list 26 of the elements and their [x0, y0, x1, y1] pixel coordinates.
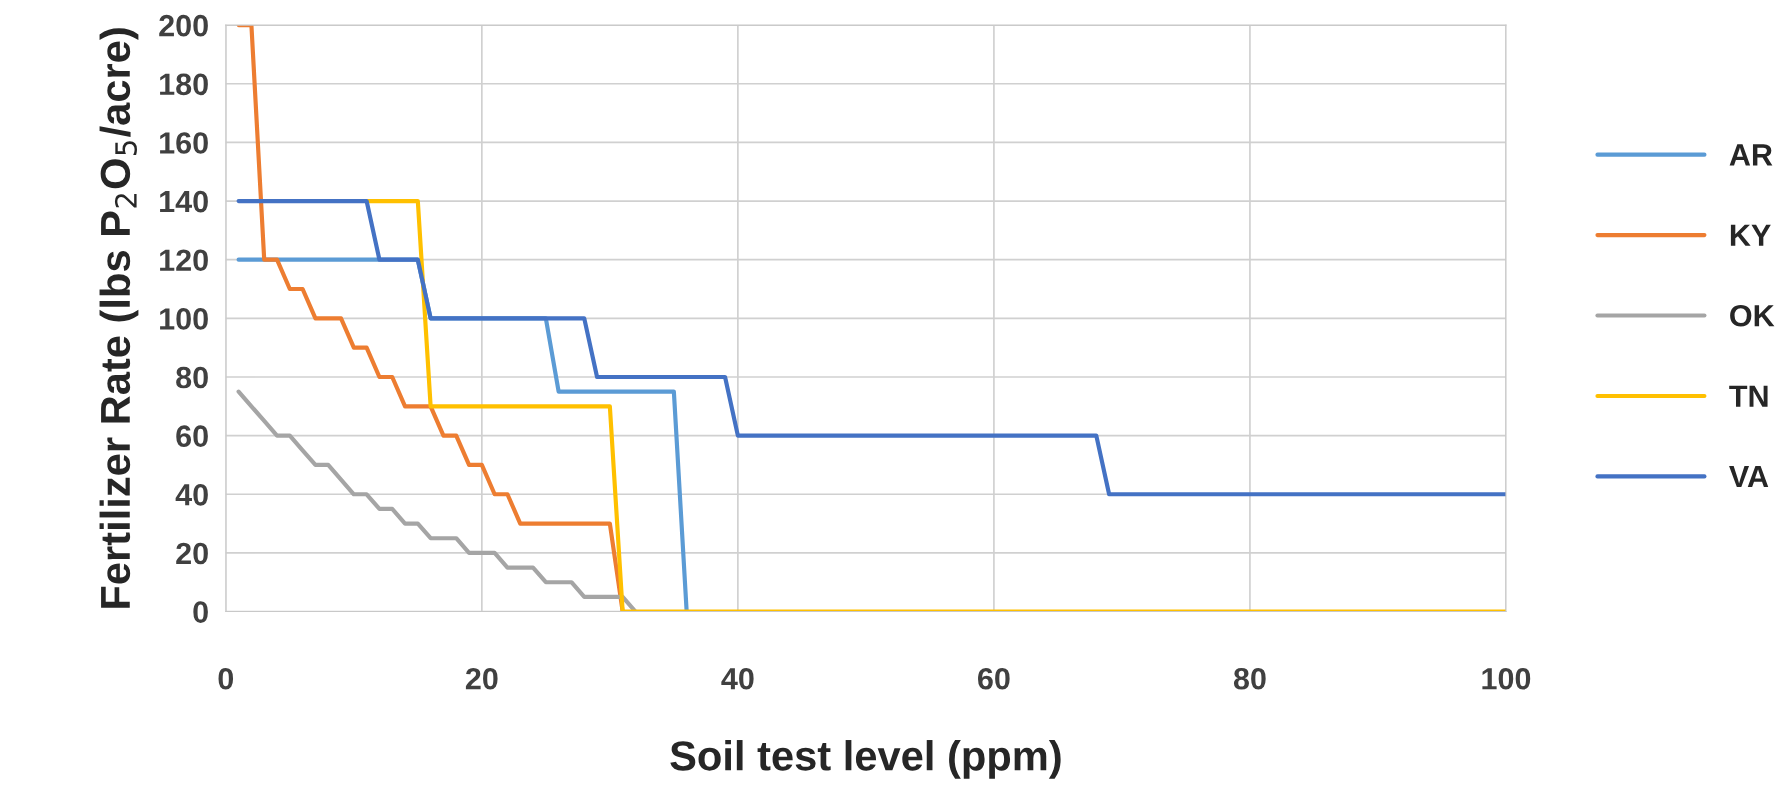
y-tick-label: 60 — [176, 425, 208, 447]
y-tick-label: 140 — [160, 190, 208, 213]
legend-label: VA — [1729, 466, 1769, 488]
y-tick-label: 100 — [160, 308, 208, 330]
legend-label: AR — [1729, 144, 1773, 166]
line-series — [236, 389, 638, 612]
x-tick-label: 60 — [978, 667, 1010, 690]
y-tick-label: 20 — [176, 542, 208, 565]
y-tick-label: 160 — [160, 132, 208, 154]
y-tick-label: 80 — [176, 366, 208, 389]
legend-label: OK — [1730, 304, 1775, 327]
x-tick-label: 40 — [721, 667, 754, 690]
y-tick-label: 120 — [160, 249, 208, 272]
y-axis-title: Fertilizer Rate (lbs P$_{2}$O$_{5}$/acre) — [99, 28, 139, 608]
y-tick-label: 40 — [175, 484, 208, 506]
x-tick-label: 80 — [1233, 667, 1266, 690]
legend-label: KY — [1730, 224, 1771, 246]
x-tick-label: 100 — [1482, 667, 1531, 690]
legend-label: TN — [1729, 385, 1768, 407]
x-tick-label: 0 — [218, 667, 234, 690]
line-series — [236, 198, 1506, 497]
y-tick-label: 180 — [160, 73, 208, 96]
x-axis-title: Soil test level (ppm) — [670, 740, 1061, 779]
y-tick-label: 0 — [193, 601, 208, 623]
x-tick-label: 20 — [465, 667, 498, 690]
y-tick-label: 200 — [159, 14, 208, 37]
